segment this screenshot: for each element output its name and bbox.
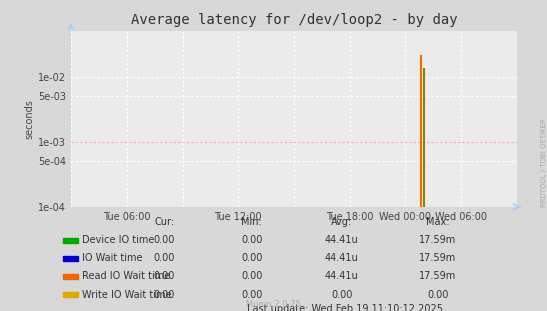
Text: 17.59m: 17.59m — [419, 272, 456, 281]
Text: Avg:: Avg: — [331, 217, 352, 227]
Text: 0.00: 0.00 — [241, 253, 263, 263]
Text: Last update: Wed Feb 19 11:10:12 2025: Last update: Wed Feb 19 11:10:12 2025 — [247, 304, 443, 311]
Text: 0.00: 0.00 — [241, 290, 263, 299]
Text: Min:: Min: — [241, 217, 262, 227]
Text: 0.00: 0.00 — [153, 290, 175, 299]
Text: Max:: Max: — [426, 217, 449, 227]
Text: 0.00: 0.00 — [241, 235, 263, 245]
Text: 0.00: 0.00 — [427, 290, 449, 299]
Text: RRDTOOL / TOBI OETIKER: RRDTOOL / TOBI OETIKER — [542, 118, 547, 207]
Text: Read IO Wait time: Read IO Wait time — [82, 272, 170, 281]
Text: 0.00: 0.00 — [153, 235, 175, 245]
Text: 44.41u: 44.41u — [325, 235, 359, 245]
Text: 17.59m: 17.59m — [419, 235, 456, 245]
Text: Cur:: Cur: — [154, 217, 174, 227]
Text: Munin 2.0.75: Munin 2.0.75 — [246, 300, 301, 309]
Text: 44.41u: 44.41u — [325, 272, 359, 281]
Text: IO Wait time: IO Wait time — [82, 253, 143, 263]
Text: 44.41u: 44.41u — [325, 253, 359, 263]
Text: 0.00: 0.00 — [153, 253, 175, 263]
Text: 0.00: 0.00 — [153, 272, 175, 281]
Text: Write IO Wait time: Write IO Wait time — [82, 290, 172, 299]
Text: 17.59m: 17.59m — [419, 253, 456, 263]
Y-axis label: seconds: seconds — [24, 99, 34, 139]
Text: Device IO time: Device IO time — [82, 235, 154, 245]
Title: Average latency for /dev/loop2 - by day: Average latency for /dev/loop2 - by day — [131, 13, 457, 27]
Text: 0.00: 0.00 — [331, 290, 353, 299]
Text: 0.00: 0.00 — [241, 272, 263, 281]
